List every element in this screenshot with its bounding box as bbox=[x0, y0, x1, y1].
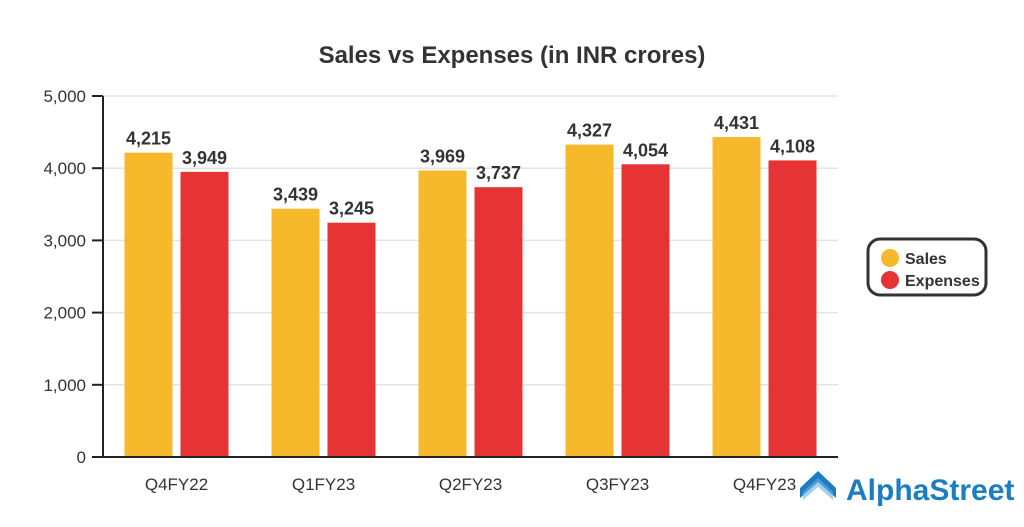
data-label: 3,969 bbox=[420, 146, 465, 166]
y-tick-label: 0 bbox=[77, 448, 86, 467]
legend-label: Sales bbox=[905, 251, 947, 268]
bar-expenses bbox=[621, 164, 670, 457]
legend: Sales Expenses bbox=[866, 237, 988, 297]
y-tick-label: 1,000 bbox=[43, 376, 86, 395]
data-label: 3,439 bbox=[273, 185, 318, 205]
data-label: 3,737 bbox=[476, 163, 521, 183]
data-label: 3,949 bbox=[182, 148, 227, 168]
legend-marker-sales bbox=[881, 249, 899, 267]
data-label: 4,108 bbox=[770, 136, 815, 156]
bar-expenses bbox=[474, 187, 523, 457]
y-tick-label: 2,000 bbox=[43, 304, 86, 323]
bars: 4,215 3,949 3,439 3,245 3,969 3,737 4,327 4,054… bbox=[124, 113, 817, 458]
legend-label: Expenses bbox=[905, 273, 980, 290]
bar-expenses bbox=[327, 222, 376, 457]
logo-chevron-shade-icon bbox=[803, 478, 833, 500]
bar-sales bbox=[418, 170, 467, 457]
data-label: 4,431 bbox=[714, 113, 759, 133]
data-label: 4,054 bbox=[623, 140, 668, 160]
legend-marker-expenses bbox=[881, 271, 899, 289]
x-tick-label: Q1FY23 bbox=[292, 475, 355, 494]
y-tick-label: 5,000 bbox=[43, 87, 86, 106]
bar-sales bbox=[124, 152, 173, 457]
bar-sales bbox=[712, 137, 761, 458]
data-label: 4,327 bbox=[567, 121, 612, 141]
data-label: 3,245 bbox=[329, 199, 374, 219]
x-tick-label: Q4FY22 bbox=[145, 475, 208, 494]
logo-chevron-icon bbox=[800, 471, 836, 498]
bar-sales bbox=[271, 208, 320, 457]
y-tick-label: 4,000 bbox=[43, 159, 86, 178]
chart-title: Sales vs Expenses (in INR crores) bbox=[319, 42, 706, 69]
y-tick-label: 3,000 bbox=[43, 231, 86, 250]
bar-sales bbox=[565, 144, 614, 457]
bar-expenses bbox=[180, 171, 229, 457]
x-tick-label: Q4FY23 bbox=[733, 475, 796, 494]
logo-text: AlphaStreet bbox=[846, 474, 1014, 507]
bar-expenses bbox=[768, 160, 817, 457]
axes: 0 1,000 2,000 3,000 4,000 5,000 Q4FY22 Q1FY23 Q2… bbox=[43, 87, 838, 494]
alphastreet-logo: AlphaStreet bbox=[800, 471, 1014, 507]
x-tick-label: Q3FY23 bbox=[586, 475, 649, 494]
data-label: 4,215 bbox=[126, 129, 171, 149]
x-tick-label: Q2FY23 bbox=[439, 475, 502, 494]
